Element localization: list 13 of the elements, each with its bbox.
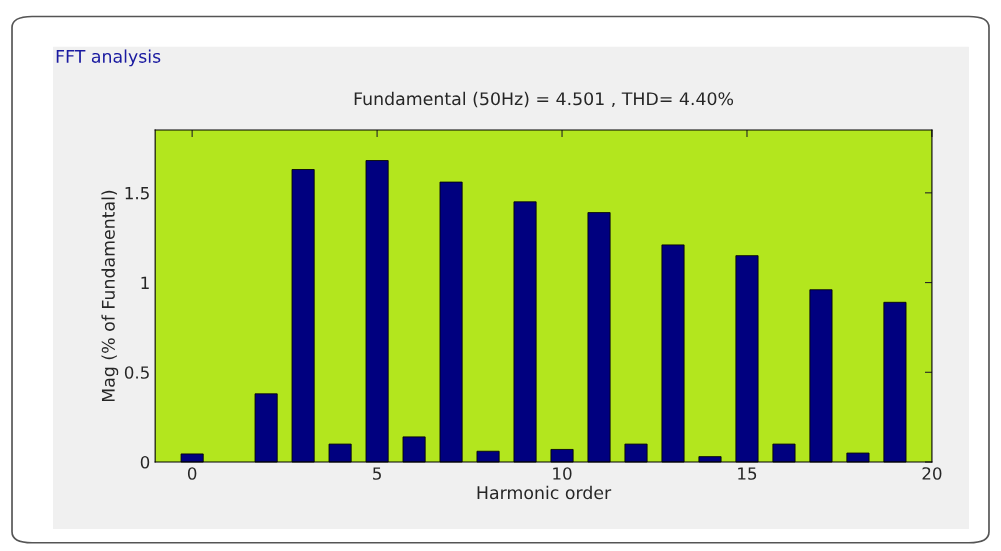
x-tick-label: 20 bbox=[922, 467, 942, 480]
x-tick-label: 15 bbox=[738, 467, 757, 480]
y-axis-title: Mag (% of Fundamental) bbox=[101, 190, 119, 402]
y-tick-label: 1 bbox=[141, 276, 149, 289]
y-tick-label: 0.5 bbox=[124, 366, 149, 379]
x-tick-label: 0 bbox=[187, 467, 197, 480]
x-tick-label: 10 bbox=[553, 467, 572, 480]
y-tick-label: 0 bbox=[140, 455, 150, 469]
x-tick-label: 5 bbox=[373, 467, 381, 480]
y-tick-label: 1.5 bbox=[125, 187, 149, 200]
x-axis-title: Harmonic order bbox=[477, 485, 612, 500]
chart-title: Fundamental (50Hz) = 4.501 , THD= 4.40% bbox=[354, 91, 734, 108]
text: FFT analysis bbox=[56, 49, 161, 67]
